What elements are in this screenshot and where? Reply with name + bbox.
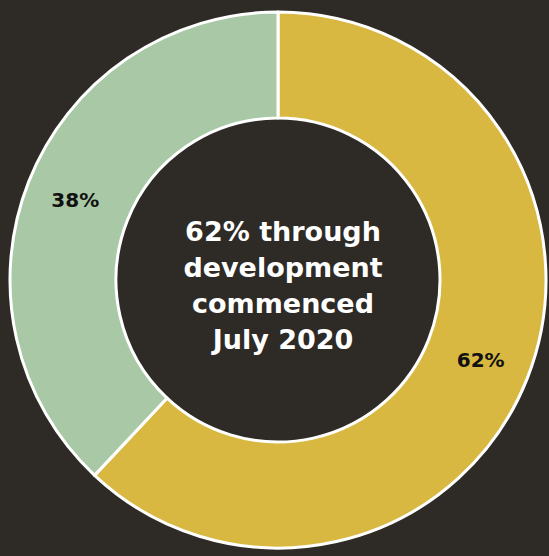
svg-text:development: development bbox=[183, 252, 382, 283]
svg-text:62% through: 62% through bbox=[185, 216, 381, 247]
svg-text:38%: 38% bbox=[51, 188, 99, 212]
svg-text:62%: 62% bbox=[457, 348, 505, 372]
svg-text:commenced: commenced bbox=[192, 288, 374, 319]
svg-text:July 2020: July 2020 bbox=[211, 324, 354, 355]
